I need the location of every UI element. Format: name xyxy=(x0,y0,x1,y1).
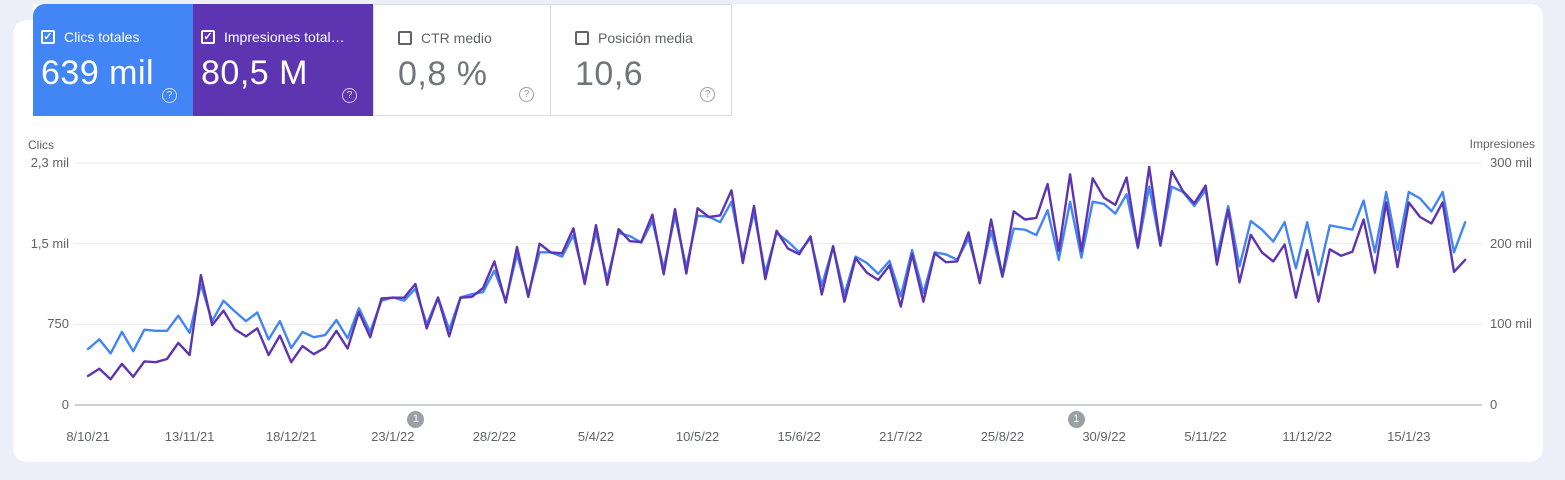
ctr-checkbox-unchecked[interactable] xyxy=(398,31,412,45)
impressions-value: 80,5 M xyxy=(201,54,308,92)
right-axis-tick: 200 mil xyxy=(1490,235,1532,251)
x-axis-tick: 23/1/22 xyxy=(371,429,415,444)
ctr-label: CTR medio xyxy=(421,30,492,46)
metric-card-impressions[interactable]: ✓ Impresiones total… 80,5 M ? xyxy=(193,4,373,116)
x-axis-tick: 18/12/21 xyxy=(265,429,317,444)
metric-card-ctr[interactable]: CTR medio 0,8 % ? xyxy=(373,4,551,116)
left-axis-title: Clics xyxy=(28,138,54,152)
impressions-label: Impresiones total… xyxy=(224,29,345,45)
position-value: 10,6 xyxy=(575,55,644,93)
right-axis-tick: 300 mil xyxy=(1490,155,1532,170)
metric-cards-strip: ✓ Clics totales 639 mil ? ✓ Impresiones … xyxy=(33,4,1543,116)
metric-card-head: CTR medio xyxy=(398,30,536,46)
position-label: Posición media xyxy=(598,30,693,46)
x-axis-tick: 21/7/22 xyxy=(879,429,923,444)
clicks-checkbox-checked[interactable]: ✓ xyxy=(41,30,55,44)
x-axis-tick: 5/4/22 xyxy=(577,429,615,444)
x-axis-tick: 25/8/22 xyxy=(980,429,1025,444)
right-axis-tick: 0 xyxy=(1490,397,1498,412)
ctr-value: 0,8 % xyxy=(398,55,488,93)
metric-card-head: ✓ Clics totales xyxy=(41,29,179,45)
annotation-badge[interactable]: 1 xyxy=(1067,411,1085,428)
x-axis-tick: 13/11/21 xyxy=(164,429,215,444)
impressions-line[interactable] xyxy=(86,165,1467,381)
x-axis-tick: 30/9/22 xyxy=(1082,429,1126,444)
x-axis-tick: 15/6/22 xyxy=(777,429,821,444)
left-axis-tick: 0 xyxy=(61,397,69,412)
metric-card-clicks[interactable]: ✓ Clics totales 639 mil ? xyxy=(33,4,193,116)
clicks-value: 639 mil xyxy=(41,54,155,92)
right-axis-tick: 100 mil xyxy=(1490,316,1532,332)
help-icon[interactable]: ? xyxy=(519,87,534,102)
annotation-badge[interactable]: 1 xyxy=(407,411,425,428)
x-axis-tick: 11/12/22 xyxy=(1282,429,1332,444)
metric-card-position[interactable]: Posición media 10,6 ? xyxy=(551,4,732,116)
left-axis-tick: 750 xyxy=(47,316,69,332)
x-axis-tick: 28/2/22 xyxy=(472,429,517,444)
x-axis-tick: 10/5/22 xyxy=(675,429,720,444)
metric-card-head: Posición media xyxy=(575,30,717,46)
impressions-checkbox-checked[interactable]: ✓ xyxy=(201,30,215,44)
metric-card-head: ✓ Impresiones total… xyxy=(201,29,359,45)
x-axis-tick: 5/11/22 xyxy=(1184,429,1227,444)
help-icon[interactable]: ? xyxy=(162,88,177,103)
right-axis-title: Impresiones xyxy=(1469,137,1535,151)
left-axis-tick: 2,3 mil xyxy=(30,155,69,170)
x-axis-tick: 15/1/23 xyxy=(1387,429,1431,444)
clicks-label: Clics totales xyxy=(64,29,140,45)
clicks-line[interactable] xyxy=(86,185,1467,355)
x-axis-tick: 8/10/21 xyxy=(66,429,110,444)
left-axis-tick: 1,5 mil xyxy=(30,235,69,251)
help-icon[interactable]: ? xyxy=(700,87,715,102)
position-checkbox-unchecked[interactable] xyxy=(575,31,589,45)
help-icon[interactable]: ? xyxy=(342,88,357,103)
